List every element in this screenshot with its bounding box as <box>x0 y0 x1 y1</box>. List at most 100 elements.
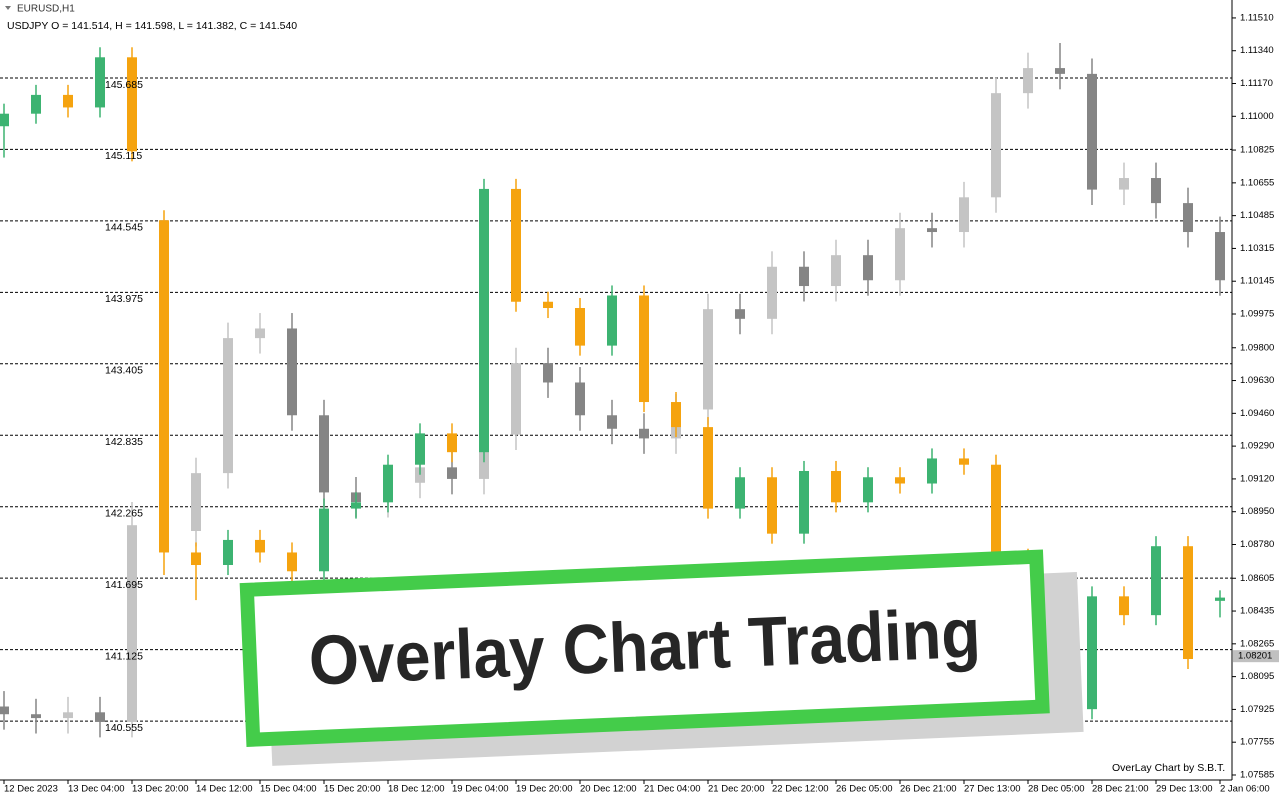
x-tick-label: 21 Dec 04:00 <box>644 784 701 795</box>
overlay-level-label: 141.125 <box>105 650 143 662</box>
candle-body <box>1183 546 1193 660</box>
y-tick-label: 1.09630 <box>1240 375 1274 386</box>
y-tick-label: 1.07925 <box>1240 704 1274 715</box>
y-tick-label: 1.09460 <box>1240 408 1274 419</box>
candle-body <box>959 458 969 465</box>
candle-body <box>543 363 553 383</box>
candle-body <box>1151 178 1161 204</box>
y-tick-label: 1.07755 <box>1240 737 1274 748</box>
y-tick-label: 1.09290 <box>1240 441 1274 452</box>
y-tick-label: 1.10825 <box>1240 145 1274 156</box>
candle-body <box>223 338 233 474</box>
overlay-level-label: 144.545 <box>105 222 143 234</box>
candle-body <box>575 382 585 416</box>
candle-body <box>799 470 809 534</box>
x-tick-label: 14 Dec 12:00 <box>196 784 253 795</box>
candle-body <box>703 427 713 509</box>
candle-layer <box>0 43 1225 738</box>
overlay-level-label: 145.685 <box>105 79 143 91</box>
candle-body <box>1119 178 1129 190</box>
candle-body <box>607 415 617 429</box>
candle-body <box>1151 546 1161 616</box>
candle-body <box>1119 596 1129 616</box>
x-tick-label: 12 Dec 2023 <box>4 784 58 795</box>
candle-body <box>0 706 9 715</box>
y-tick-label: 1.08950 <box>1240 506 1274 517</box>
candle-body <box>319 508 329 572</box>
y-tick-label: 1.11340 <box>1240 45 1274 56</box>
candle-body <box>511 363 521 435</box>
candle-body <box>127 57 137 152</box>
candle-body <box>447 433 457 453</box>
candle-body <box>1215 232 1225 281</box>
candle-body <box>863 255 873 281</box>
candle-body <box>1055 68 1065 74</box>
candle-body <box>639 428 649 439</box>
candle-body <box>287 552 297 572</box>
overlay-level-label: 143.975 <box>105 293 143 305</box>
candle-body <box>191 552 201 566</box>
candle-body <box>511 188 521 302</box>
x-tick-label: 15 Dec 20:00 <box>324 784 381 795</box>
candle-body <box>31 714 41 719</box>
y-tick-label: 1.08095 <box>1240 671 1274 682</box>
y-tick-label: 1.08605 <box>1240 573 1274 584</box>
candle-body <box>831 470 841 503</box>
candle-body <box>0 113 9 127</box>
candle-body <box>255 539 265 553</box>
candle-body <box>1087 73 1097 190</box>
x-tick-label: 13 Dec 20:00 <box>132 784 189 795</box>
candle-body <box>735 309 745 319</box>
candle-body <box>95 712 105 722</box>
y-tick-label: 1.11000 <box>1240 111 1274 122</box>
candle-body <box>895 228 905 281</box>
y-tick-label: 1.09800 <box>1240 342 1274 353</box>
y-tick-label: 1.11170 <box>1240 78 1273 89</box>
candle-body <box>1215 597 1225 601</box>
banner: Overlay Chart Trading <box>239 549 1084 766</box>
candle-body <box>767 266 777 319</box>
candle-body <box>991 93 1001 198</box>
axis-layer: 1.11510 1.11340 1.11170 1.11000 1.10825 1.106… <box>3 12 1279 795</box>
x-tick-label: 29 Dec 13:00 <box>1156 784 1213 795</box>
candle-body <box>63 94 73 108</box>
candle-body <box>767 477 777 534</box>
y-tick-label: 1.10315 <box>1240 243 1274 254</box>
candle-body <box>863 477 873 503</box>
y-tick-label: 1.10655 <box>1240 177 1274 188</box>
overlay-label-layer: 145.685 145.115 144.545 143.975 143.405 142.8… <box>105 79 143 734</box>
x-tick-label: 19 Dec 20:00 <box>516 784 573 795</box>
candle-body <box>63 712 73 719</box>
x-tick-label: 28 Dec 05:00 <box>1028 784 1085 795</box>
candle-body <box>543 301 553 309</box>
y-tick-label: 1.08435 <box>1240 606 1274 617</box>
candle-body <box>127 525 137 722</box>
candle-body <box>255 328 265 339</box>
y-tick-label: 1.09975 <box>1240 309 1274 320</box>
y-tick-label: 1.10145 <box>1240 276 1274 287</box>
candle-body <box>1183 203 1193 233</box>
overlay-level-label: 140.555 <box>105 722 143 734</box>
overlay-level-label: 142.265 <box>105 507 143 519</box>
overlay-level-label: 143.405 <box>105 365 143 377</box>
footer-credit: OverLay Chart by S.B.T. <box>1112 762 1225 774</box>
x-tick-label: 20 Dec 12:00 <box>580 784 637 795</box>
candle-body <box>383 464 393 503</box>
candle-body <box>671 402 681 428</box>
x-tick-label: 15 Dec 04:00 <box>260 784 317 795</box>
price-label: 1.08201 <box>1238 651 1272 662</box>
candle-body <box>927 458 937 484</box>
x-tick-label: 19 Dec 04:00 <box>452 784 509 795</box>
x-tick-label: 18 Dec 12:00 <box>388 784 445 795</box>
x-tick-label: 22 Dec 12:00 <box>772 784 829 795</box>
banner-frame <box>239 549 1050 747</box>
candle-body <box>703 309 713 410</box>
y-tick-label: 1.09120 <box>1240 473 1274 484</box>
overlay-level-label: 142.835 <box>105 436 143 448</box>
candle-body <box>287 328 297 416</box>
candle-body <box>991 464 1001 559</box>
candle-body <box>831 255 841 287</box>
window-title: EURUSD,H1 <box>17 4 75 15</box>
candle-body <box>959 197 969 233</box>
